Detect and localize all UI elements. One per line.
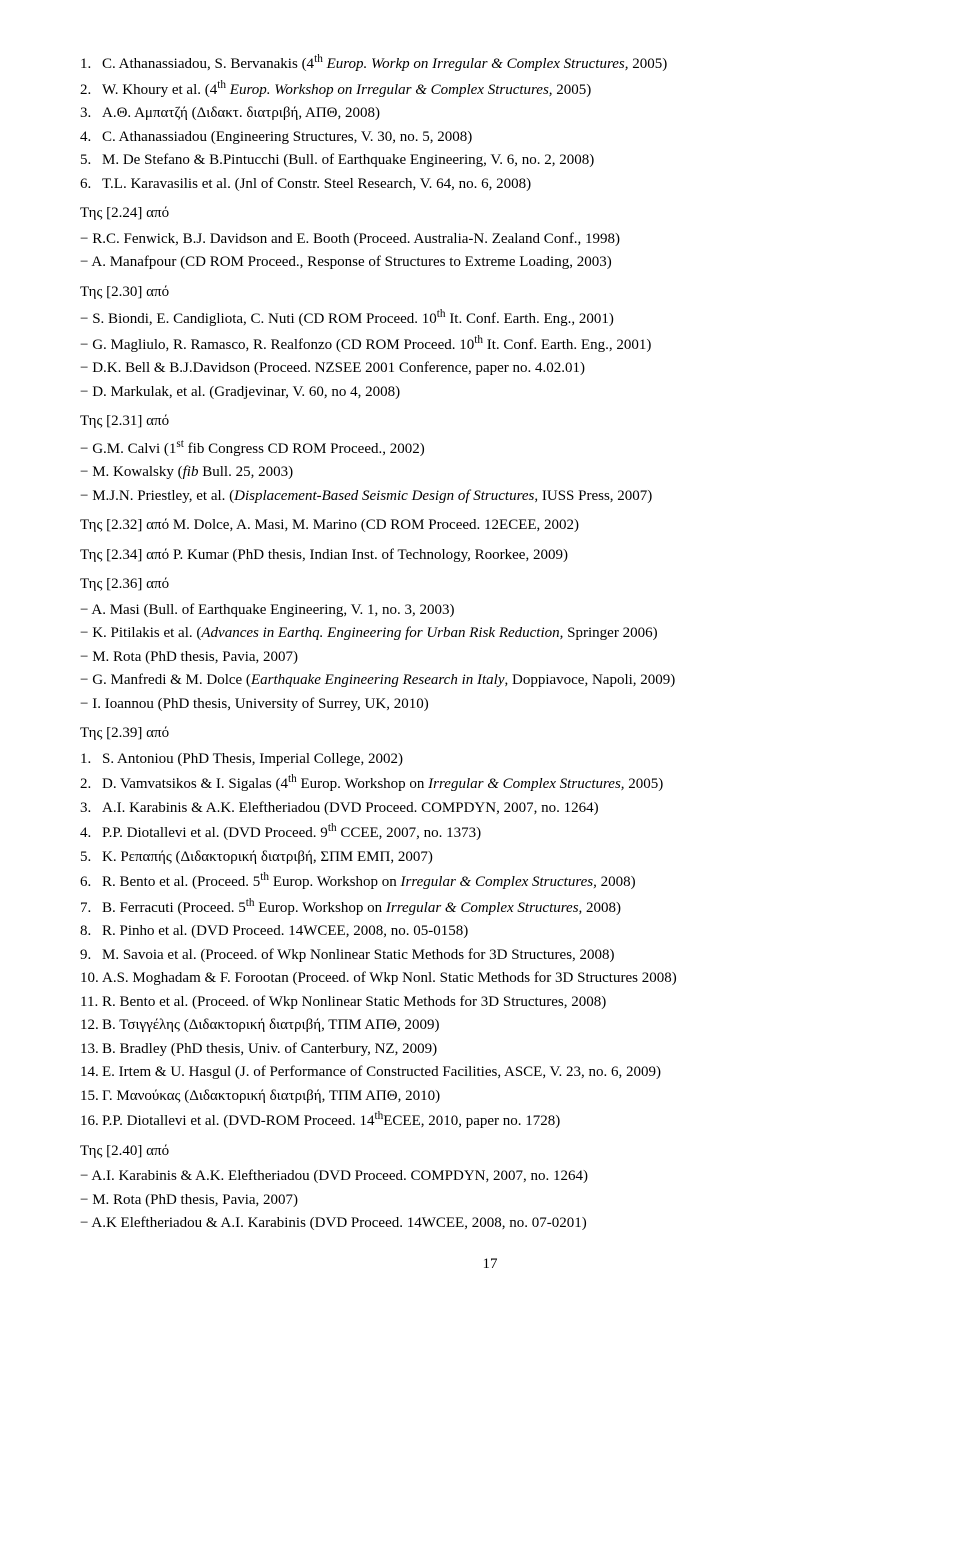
text-line: 16.P.P. Diotallevi et al. (DVD-ROM Proce… xyxy=(80,1108,900,1133)
text-line: M. Rota (PhD thesis, Pavia, 2007) xyxy=(80,646,900,669)
text-line: G. Manfredi & M. Dolce (Earthquake Engin… xyxy=(80,669,900,692)
text-line: A.K Eleftheriadou & A.I. Karabinis (DVD … xyxy=(80,1212,900,1235)
text-line: 1.C. Athanassiadou, S. Bervanakis (4th E… xyxy=(80,51,900,76)
text-line: A.I. Karabinis & A.K. Eleftheriadou (DVD… xyxy=(80,1165,900,1188)
text-line: 5.M. De Stefano & B.Pintucchi (Bull. of … xyxy=(80,149,900,172)
text-line: Της [2.39] από xyxy=(80,722,900,745)
text-line: D. Markulak, et al. (Gradjevinar, V. 60,… xyxy=(80,381,900,404)
text-line: 3.Α.Θ. Αμπατζή (Διδακτ. διατριβή, ΑΠΘ, 2… xyxy=(80,102,900,125)
text-line: 2.W. Khoury et al. (4th Europ. Workshop … xyxy=(80,77,900,102)
text-line: Της [2.34] από P. Kumar (PhD thesis, Ind… xyxy=(80,544,900,567)
text-line: S. Biondi, E. Candigliota, C. Nuti (CD R… xyxy=(80,306,900,331)
text-line: Της [2.30] από xyxy=(80,281,900,304)
text-line: 6.T.L. Karavasilis et al. (Jnl of Constr… xyxy=(80,173,900,196)
text-line: 14.E. Irtem & U. Hasgul (J. of Performan… xyxy=(80,1061,900,1084)
text-line: D.K. Bell & B.J.Davidson (Proceed. NZSEE… xyxy=(80,357,900,380)
text-line: 15.Γ. Μανούκας (Διδακτορική διατριβή, ΤΠ… xyxy=(80,1085,900,1108)
text-line: M. Rota (PhD thesis, Pavia, 2007) xyxy=(80,1189,900,1212)
text-line: 1.S. Antoniou (PhD Thesis, Imperial Coll… xyxy=(80,748,900,771)
text-line: 5.Κ. Ρεπαπής (Διδακτορική διατριβή, ΣΠΜ … xyxy=(80,846,900,869)
text-line: A. Masi (Bull. of Earthquake Engineering… xyxy=(80,599,900,622)
text-line: 4.C. Athanassiadou (Engineering Structur… xyxy=(80,126,900,149)
text-line: Της [2.40] από xyxy=(80,1140,900,1163)
text-line: G.M. Calvi (1st fib Congress CD ROM Proc… xyxy=(80,436,900,461)
text-line: Της [2.36] από xyxy=(80,573,900,596)
text-line: 11.R. Bento et al. (Proceed. of Wkp Nonl… xyxy=(80,991,900,1014)
document-body: 1.C. Athanassiadou, S. Bervanakis (4th E… xyxy=(80,51,900,1275)
text-line: 3.A.I. Karabinis & A.K. Eleftheriadou (D… xyxy=(80,797,900,820)
text-line: 9.M. Savoia et al. (Proceed. of Wkp Nonl… xyxy=(80,944,900,967)
text-line: 2.D. Vamvatsikos & I. Sigalas (4th Europ… xyxy=(80,771,900,796)
text-line: 8.R. Pinho et al. (DVD Proceed. 14WCEE, … xyxy=(80,920,900,943)
text-line: Της [2.24] από xyxy=(80,202,900,225)
text-line: 13.B. Bradley (PhD thesis, Univ. of Cant… xyxy=(80,1038,900,1061)
text-line: 17 xyxy=(80,1253,900,1276)
text-line: 10.A.S. Moghadam & F. Forootan (Proceed.… xyxy=(80,967,900,990)
text-line: G. Magliulo, R. Ramasco, R. Realfonzo (C… xyxy=(80,332,900,357)
text-line: 7.B. Ferracuti (Proceed. 5th Europ. Work… xyxy=(80,895,900,920)
text-line: M. Kowalsky (fib Bull. 25, 2003) xyxy=(80,461,900,484)
text-line: Της [2.31] από xyxy=(80,410,900,433)
text-line: I. Ioannou (PhD thesis, University of Su… xyxy=(80,693,900,716)
text-line: Της [2.32] από M. Dolce, A. Masi, M. Mar… xyxy=(80,514,900,537)
text-line: A. Manafpour (CD ROM Proceed., Response … xyxy=(80,251,900,274)
text-line: 6.R. Bento et al. (Proceed. 5th Europ. W… xyxy=(80,869,900,894)
text-line: 4.P.P. Diotallevi et al. (DVD Proceed. 9… xyxy=(80,820,900,845)
text-line: 12.Β. Τσιγγέλης (Διδακτορική διατριβή, Τ… xyxy=(80,1014,900,1037)
text-line: R.C. Fenwick, B.J. Davidson and E. Booth… xyxy=(80,228,900,251)
text-line: K. Pitilakis et al. (Advances in Earthq.… xyxy=(80,622,900,645)
text-line: M.J.N. Priestley, et al. (Displacement-B… xyxy=(80,485,900,508)
